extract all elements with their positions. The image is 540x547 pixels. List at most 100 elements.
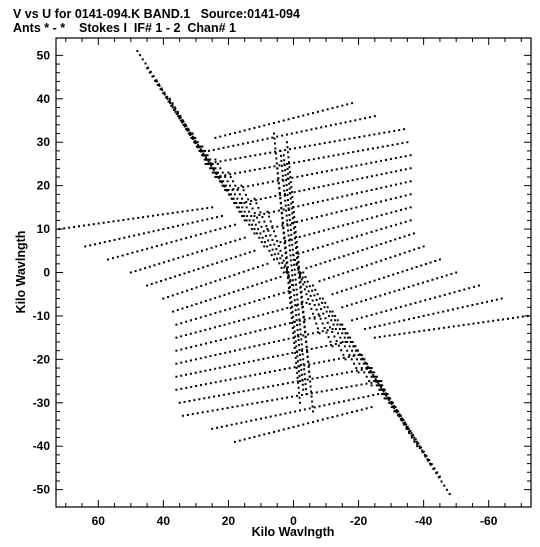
uv-point <box>155 281 158 284</box>
uv-point <box>263 241 266 244</box>
uv-point <box>186 413 189 416</box>
uv-point <box>417 283 420 286</box>
uv-point <box>305 340 308 343</box>
y-tick-label: -40 <box>33 439 51 453</box>
uv-point <box>421 451 424 454</box>
uv-point <box>252 184 255 187</box>
uv-point <box>298 365 301 368</box>
uv-point <box>272 294 275 297</box>
uv-point <box>279 241 282 244</box>
uv-point <box>279 196 282 199</box>
uv-point <box>396 272 399 275</box>
uv-point <box>171 294 174 297</box>
uv-point <box>342 152 345 155</box>
uv-point <box>218 295 221 298</box>
uv-point <box>326 306 329 309</box>
uv-point <box>377 393 380 396</box>
uv-point <box>236 188 239 191</box>
uv-point <box>398 413 401 416</box>
uv-point <box>311 289 314 292</box>
uv-point <box>247 360 250 363</box>
y-tick-label: -20 <box>33 352 51 366</box>
uv-point <box>307 113 310 116</box>
uv-point <box>360 408 363 411</box>
uv-point <box>258 236 261 239</box>
uv-point <box>254 330 257 333</box>
uv-point <box>269 244 272 247</box>
uv-point <box>417 247 420 250</box>
uv-point <box>282 259 285 262</box>
uv-point <box>346 180 349 183</box>
uv-point <box>318 314 321 317</box>
uv-point <box>296 298 299 301</box>
uv-point <box>283 323 286 326</box>
uv-point <box>305 285 308 288</box>
uv-point <box>186 209 189 212</box>
uv-point <box>177 112 179 115</box>
uv-point <box>299 363 302 366</box>
uv-point <box>429 463 432 466</box>
uv-point <box>302 283 305 286</box>
uv-point <box>217 175 220 178</box>
uv-point <box>271 225 274 228</box>
uv-point <box>294 242 297 245</box>
uv-point <box>274 150 277 153</box>
uv-point <box>323 278 326 281</box>
uv-point <box>296 324 299 327</box>
uv-point <box>302 114 305 117</box>
uv-point <box>383 397 386 400</box>
uv-point <box>352 252 355 255</box>
uv-point <box>388 130 391 133</box>
uv-point <box>297 365 300 368</box>
uv-point <box>319 262 322 265</box>
uv-point <box>289 181 292 184</box>
uv-point <box>248 128 251 131</box>
uv-point <box>175 336 178 339</box>
uv-point <box>342 224 345 227</box>
uv-point <box>271 310 274 313</box>
uv-point <box>313 362 316 365</box>
uv-point <box>214 175 217 178</box>
uv-point <box>299 409 302 412</box>
uv-point <box>229 184 232 187</box>
uv-point <box>195 384 198 387</box>
uv-point <box>238 439 241 442</box>
uv-point <box>185 237 188 240</box>
uv-point <box>252 267 255 270</box>
uv-point <box>297 255 300 258</box>
uv-point <box>307 298 310 301</box>
uv-point <box>253 345 256 348</box>
uv-point <box>279 149 282 152</box>
uv-point <box>341 195 344 198</box>
uv-point <box>229 350 232 353</box>
uv-point <box>409 206 412 209</box>
uv-point <box>370 161 373 164</box>
uv-point <box>174 110 177 113</box>
uv-point <box>204 300 207 303</box>
uv-point <box>351 236 354 239</box>
uv-point <box>394 157 397 160</box>
uv-point <box>234 255 237 258</box>
uv-point <box>413 331 416 334</box>
uv-point <box>253 215 256 218</box>
uv-point <box>282 119 285 122</box>
uv-point <box>241 206 244 209</box>
uv-point <box>167 226 170 229</box>
uv-point <box>196 220 199 223</box>
uv-point <box>199 370 202 373</box>
uv-point <box>404 181 407 184</box>
uv-point <box>292 253 295 256</box>
uv-point <box>243 303 246 306</box>
uv-point <box>197 267 200 270</box>
uv-point <box>261 138 264 141</box>
uv-point <box>277 252 280 255</box>
y-tick-label: -30 <box>33 396 51 410</box>
uv-point <box>360 368 363 371</box>
uv-point <box>380 214 383 217</box>
uv-point <box>266 400 269 403</box>
uv-point <box>383 335 386 338</box>
uv-point <box>195 145 198 148</box>
uv-point <box>404 168 407 171</box>
uv-point <box>150 283 153 286</box>
uv-point <box>277 182 280 185</box>
